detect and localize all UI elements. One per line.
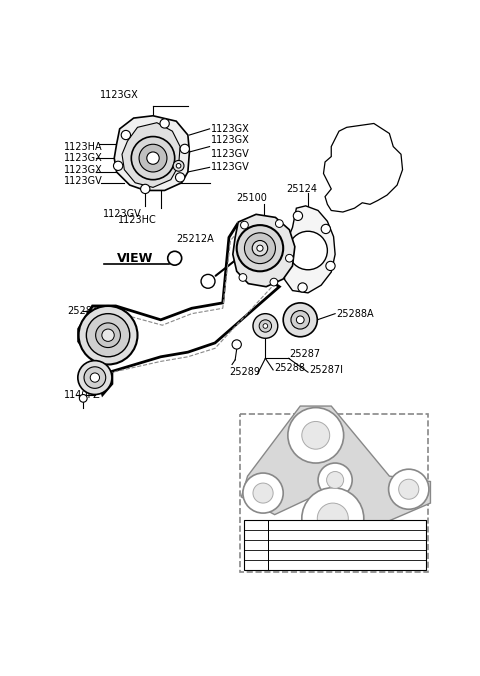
Circle shape	[139, 144, 167, 172]
Text: 1123GX: 1123GX	[211, 124, 250, 134]
Circle shape	[113, 161, 123, 170]
Circle shape	[321, 224, 330, 234]
Circle shape	[399, 479, 419, 500]
Circle shape	[201, 274, 215, 288]
Circle shape	[160, 119, 169, 128]
Text: A: A	[171, 254, 178, 263]
Polygon shape	[240, 414, 428, 573]
Circle shape	[288, 231, 327, 270]
Circle shape	[168, 251, 181, 265]
Text: POWER STEERING: POWER STEERING	[272, 540, 360, 550]
Circle shape	[121, 130, 131, 140]
Text: 25100: 25100	[237, 193, 267, 203]
Circle shape	[270, 279, 278, 286]
Text: VIEW: VIEW	[117, 251, 153, 265]
Circle shape	[318, 463, 352, 497]
Circle shape	[84, 367, 106, 388]
Text: 25288A: 25288A	[336, 309, 373, 318]
Circle shape	[253, 483, 273, 503]
Circle shape	[96, 323, 120, 347]
Circle shape	[259, 320, 272, 332]
Circle shape	[293, 211, 302, 220]
Text: 25281: 25281	[68, 306, 99, 316]
Circle shape	[326, 472, 344, 489]
Circle shape	[240, 221, 248, 229]
Circle shape	[302, 487, 364, 550]
Circle shape	[257, 245, 263, 251]
Text: 25287: 25287	[289, 349, 321, 359]
Circle shape	[283, 303, 317, 337]
Circle shape	[291, 310, 310, 329]
Text: TENSIONER PULLEY: TENSIONER PULLEY	[272, 550, 367, 560]
Text: TP: TP	[250, 550, 262, 560]
Text: CS: CS	[325, 514, 340, 523]
Text: 25124: 25124	[286, 184, 317, 194]
Circle shape	[263, 324, 268, 329]
Polygon shape	[114, 116, 190, 191]
Circle shape	[237, 225, 283, 271]
Text: AIR CON COMPRESSOR: AIR CON COMPRESSOR	[272, 530, 384, 540]
Polygon shape	[324, 124, 403, 212]
Text: PS: PS	[250, 540, 262, 550]
Text: 25287I: 25287I	[310, 365, 344, 375]
Polygon shape	[282, 206, 335, 293]
Circle shape	[239, 274, 247, 281]
Circle shape	[176, 173, 185, 182]
Text: CRANKSHAFT: CRANKSHAFT	[272, 560, 336, 570]
Circle shape	[286, 254, 293, 262]
Circle shape	[232, 340, 241, 349]
Circle shape	[389, 469, 429, 509]
Circle shape	[243, 473, 283, 513]
Circle shape	[326, 262, 335, 270]
Text: AN: AN	[249, 520, 263, 530]
Circle shape	[176, 164, 181, 168]
Text: 25289: 25289	[229, 367, 260, 377]
Text: 25212A: 25212A	[176, 234, 214, 244]
Circle shape	[79, 306, 137, 364]
Circle shape	[302, 421, 330, 449]
Circle shape	[296, 316, 304, 324]
Circle shape	[147, 152, 159, 164]
Text: 1123GX: 1123GX	[211, 135, 250, 145]
Text: AC: AC	[401, 484, 416, 494]
Circle shape	[141, 185, 150, 193]
Polygon shape	[244, 520, 426, 570]
Circle shape	[86, 314, 130, 357]
Circle shape	[317, 503, 348, 534]
Polygon shape	[122, 123, 180, 187]
Circle shape	[78, 360, 112, 395]
Text: ALTERNATOR: ALTERNATOR	[272, 520, 335, 530]
Circle shape	[253, 314, 278, 338]
Text: A: A	[205, 276, 211, 286]
Circle shape	[244, 233, 276, 264]
Circle shape	[79, 395, 87, 402]
Text: AN: AN	[255, 488, 271, 498]
Text: PS: PS	[309, 431, 323, 440]
Text: 1123HC: 1123HC	[118, 215, 157, 224]
Polygon shape	[241, 406, 431, 551]
Circle shape	[288, 408, 344, 463]
Circle shape	[252, 241, 268, 256]
Text: CS: CS	[250, 560, 263, 570]
Circle shape	[132, 137, 175, 180]
Text: 1123GV: 1123GV	[211, 149, 250, 160]
Text: 1123GX: 1123GX	[64, 165, 103, 174]
Text: TP: TP	[328, 475, 342, 485]
Text: 1123GV: 1123GV	[64, 176, 103, 186]
Circle shape	[102, 329, 114, 341]
Text: 1123GV: 1123GV	[103, 209, 142, 218]
Text: 25288: 25288	[274, 362, 305, 372]
Circle shape	[173, 160, 184, 171]
Circle shape	[90, 373, 99, 382]
Text: 1123GX: 1123GX	[100, 90, 139, 100]
Circle shape	[298, 283, 307, 292]
Text: AC: AC	[250, 530, 263, 540]
Polygon shape	[233, 214, 295, 287]
Circle shape	[180, 144, 190, 153]
Circle shape	[276, 220, 283, 227]
Text: 1123GX: 1123GX	[64, 153, 103, 163]
Text: 1140FZ: 1140FZ	[64, 390, 101, 400]
Text: 1123GV: 1123GV	[211, 162, 250, 172]
Text: 1123HA: 1123HA	[64, 141, 103, 151]
